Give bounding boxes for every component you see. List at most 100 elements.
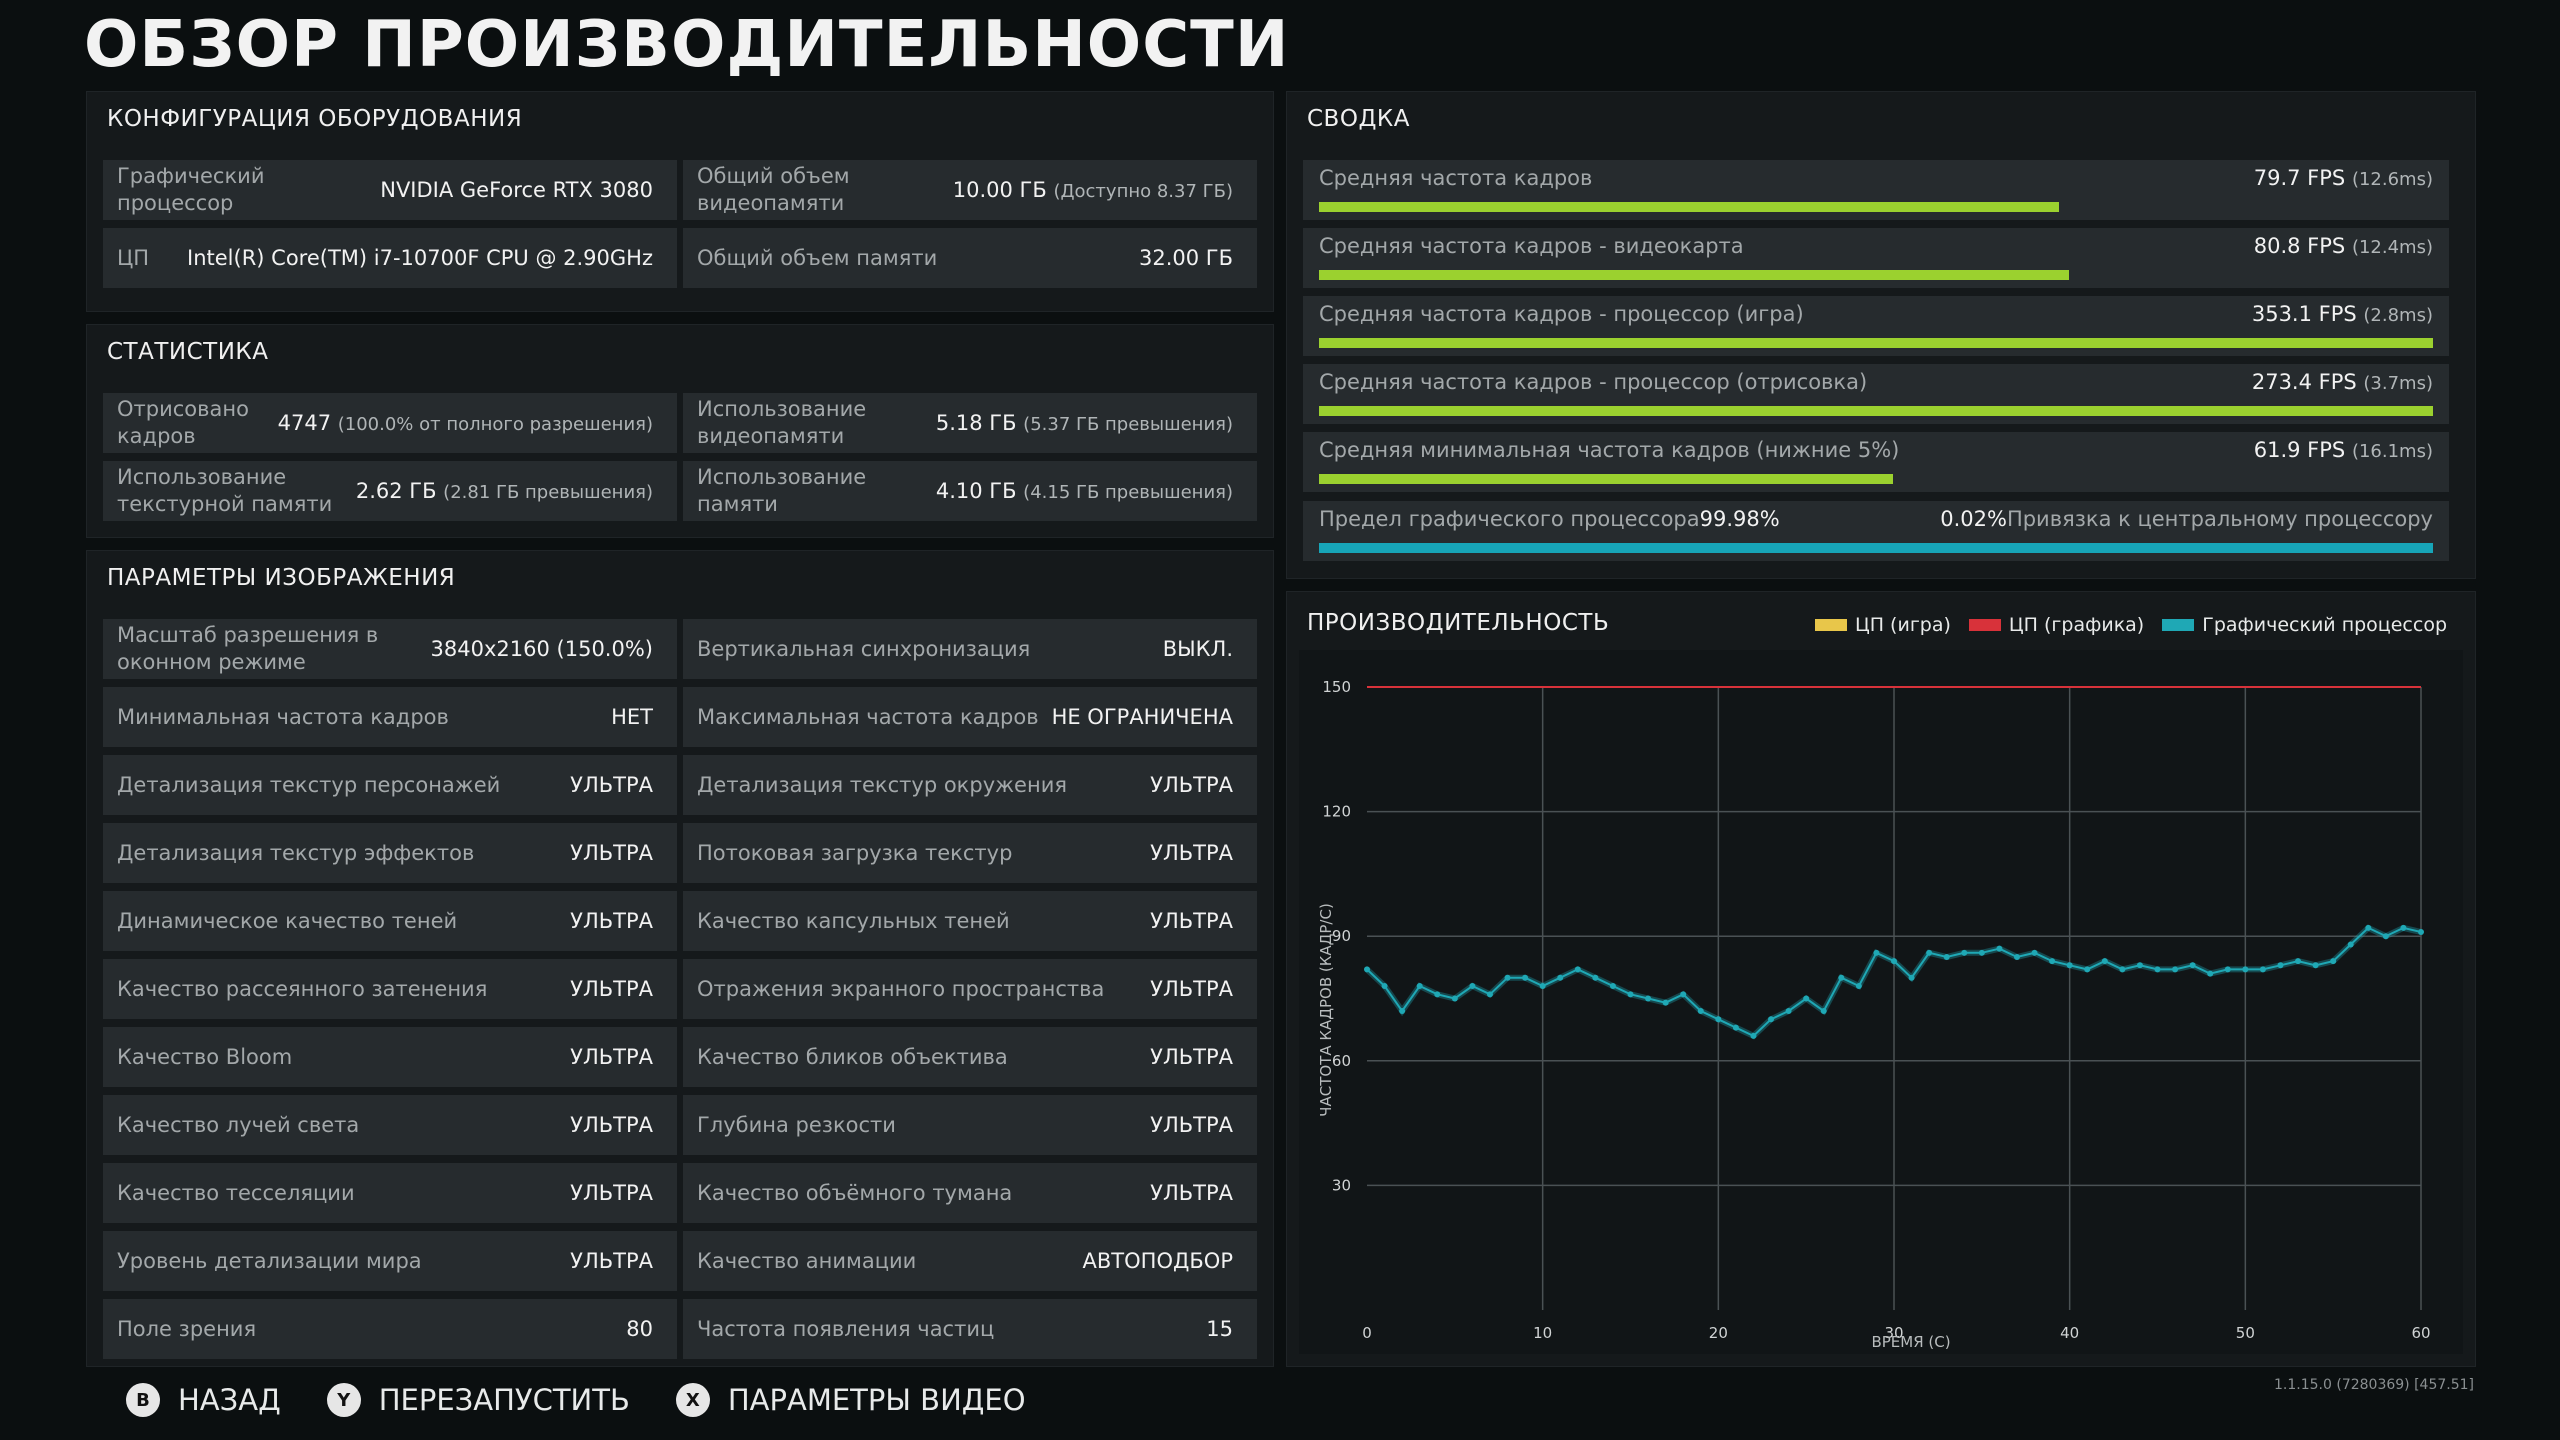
data-point	[2066, 962, 2073, 969]
texture-usage-label: Использование текстурной памяти	[117, 465, 333, 516]
data-point	[2277, 962, 2284, 969]
data-point	[1539, 983, 1546, 990]
vram-usage-cell: Использование видеопамяти 5.18 ГБ (5.37 …	[683, 393, 1257, 453]
setting-row-right-5: Отражения экранного пространства УЛЬТРА	[683, 959, 1257, 1019]
setting-label: Качество рассеянного затенения	[117, 976, 488, 1001]
setting-value: НЕТ	[611, 705, 653, 729]
cpu-bound-value: 0.02%	[1940, 507, 2007, 531]
setting-value: УЛЬТРА	[1150, 1181, 1233, 1205]
setting-row-right-3: Потоковая загрузка текстур УЛЬТРА	[683, 823, 1257, 883]
legend-label-cpu-game: ЦП (игра)	[1854, 614, 1951, 636]
data-point	[1486, 991, 1493, 998]
data-point	[1891, 958, 1897, 965]
data-point	[1434, 991, 1441, 998]
back-label: НАЗАД	[178, 1383, 281, 1417]
data-point	[1926, 949, 1933, 956]
restart-button[interactable]: Y ПЕРЕЗАПУСТИТЬ	[326, 1383, 630, 1417]
setting-value: УЛЬТРА	[570, 909, 653, 933]
data-point	[1785, 1007, 1792, 1014]
setting-value: УЛЬТРА	[570, 977, 653, 1001]
cpu-label: ЦП	[117, 245, 150, 270]
setting-row-right-2: Детализация текстур окружения УЛЬТРА	[683, 755, 1257, 815]
data-point	[2189, 962, 2196, 969]
x-tick-label: 10	[1533, 1324, 1552, 1342]
data-point	[2295, 958, 2302, 965]
setting-value: УЛЬТРА	[1150, 1113, 1233, 1137]
data-point	[1908, 974, 1915, 981]
x-axis-title: ВРЕМЯ (С)	[1871, 1333, 1950, 1351]
data-point	[2119, 966, 2126, 973]
summary-value: 80.8 FPS (12.4ms)	[2253, 234, 2433, 258]
summary-value: 79.7 FPS (12.6ms)	[2253, 166, 2433, 190]
y-button-icon: Y	[326, 1383, 361, 1417]
gpu-label: Графический процессор	[117, 164, 265, 215]
b-button-icon: B	[126, 1383, 160, 1417]
stats-header: СТАТИСТИКА	[107, 339, 269, 365]
x-tick-label: 40	[2060, 1324, 2079, 1342]
data-point	[2365, 924, 2372, 931]
memory-usage-value: 4.10 ГБ (4.15 ГБ превышения)	[935, 479, 1233, 503]
setting-label: Минимальная частота кадров	[117, 704, 449, 729]
setting-value: УЛЬТРА	[1150, 977, 1233, 1001]
setting-value: 15	[1206, 1317, 1233, 1341]
summary-row: Средняя частота кадров - процессор (отри…	[1303, 364, 2449, 424]
summary-header: СВОДКА	[1307, 106, 1410, 132]
restart-label: ПЕРЕЗАПУСТИТЬ	[378, 1383, 630, 1417]
data-point	[1943, 953, 1950, 960]
setting-row-right-4: Качество капсульных теней УЛЬТРА	[683, 891, 1257, 951]
y-tick-label: 150	[1322, 678, 1351, 696]
setting-label: Детализация текстур эффектов	[117, 840, 475, 865]
setting-row-left-0: Масштаб разрешения в оконном режиме 3840x…	[103, 619, 677, 679]
summary-row: Средняя частота кадров - процессор (игра…	[1303, 296, 2449, 356]
ram-cell: Общий объем памяти 32.00 ГБ	[683, 228, 1257, 288]
data-point	[1855, 983, 1862, 990]
ram-label: Общий объем памяти	[697, 245, 938, 270]
setting-row-left-3: Детализация текстур эффектов УЛЬТРА	[103, 823, 677, 883]
data-point	[2382, 933, 2389, 940]
setting-value: 3840x2160 (150.0%)	[430, 637, 653, 661]
setting-label: Детализация текстур окружения	[697, 772, 1067, 797]
legend-item-cpu-render: ЦП (графика)	[1968, 614, 2144, 636]
data-point	[2154, 966, 2161, 973]
cpu-bound-label: 0.02%Привязка к центральному процессору	[1940, 507, 2433, 531]
legend-label-gpu: Графический процессор	[2202, 614, 2447, 636]
data-point	[1416, 983, 1423, 990]
legend-swatch-gpu	[2162, 619, 2195, 631]
gpu-limit-label: Предел графического процессора99.98%	[1319, 507, 1780, 531]
setting-label: Качество объёмного тумана	[697, 1180, 1013, 1205]
setting-value: УЛЬТРА	[1150, 841, 1233, 865]
video-settings-label: ПАРАМЕТРЫ ВИДЕО	[727, 1383, 1026, 1417]
version-text: 1.1.15.0 (7280369) [457.51]	[2274, 1377, 2474, 1393]
y-axis-title: ЧАСТОТА КАДРОВ (КАДР/С)	[1317, 903, 1335, 1117]
data-point	[1609, 983, 1616, 990]
setting-row-right-9: Качество анимации АВТОПОДБОР	[683, 1231, 1257, 1291]
data-point	[1627, 991, 1634, 998]
performance-chart: 0 10 20 30 40 50 60 30 60 90 120 150 ВРЕМЯ (С) ЧАСТ…	[1299, 650, 2463, 1354]
vram-available: (Доступно 8.37 ГБ)	[1053, 181, 1233, 202]
setting-value: УЛЬТРА	[1150, 1045, 1233, 1069]
setting-value: АВТОПОДБОР	[1082, 1249, 1233, 1273]
summary-value: 273.4 FPS (3.7ms)	[2251, 370, 2433, 394]
setting-row-left-8: Качество тесселяции УЛЬТРА	[103, 1163, 677, 1223]
summary-label: Средняя частота кадров - видеокарта	[1319, 234, 1744, 258]
setting-row-right-6: Качество бликов объектива УЛЬТРА	[683, 1027, 1257, 1087]
summary-row: Средняя частота кадров - видеокарта 80.8 …	[1303, 228, 2449, 288]
hardware-header: КОНФИГУРАЦИЯ ОБОРУДОВАНИЯ	[107, 106, 523, 132]
summary-bar	[1319, 270, 2069, 280]
performance-header: ПРОИЗВОДИТЕЛЬНОСТЬ	[1307, 610, 1610, 636]
x-tick-label: 20	[1709, 1324, 1728, 1342]
back-button[interactable]: B НАЗАД	[126, 1383, 281, 1417]
setting-label: Качество капсульных теней	[697, 908, 1010, 933]
vram-usage-value: 5.18 ГБ (5.37 ГБ превышения)	[935, 411, 1233, 435]
setting-value: УЛЬТРА	[570, 1249, 653, 1273]
setting-label: Качество бликов объектива	[697, 1044, 1008, 1069]
legend-item-cpu-game: ЦП (игра)	[1814, 614, 1951, 636]
data-point	[2136, 962, 2143, 969]
summary-panel: СВОДКА Средняя частота кадров 79.7 FPS (1…	[1286, 91, 2476, 579]
data-point	[1820, 1007, 1827, 1014]
setting-label: Максимальная частота кадров	[697, 704, 1039, 729]
setting-value: НЕ ОГРАНИЧЕНА	[1051, 705, 1233, 729]
data-point	[1504, 974, 1511, 981]
data-point	[1873, 949, 1880, 956]
video-settings-button[interactable]: X ПАРАМЕТРЫ ВИДЕО	[675, 1383, 1026, 1417]
